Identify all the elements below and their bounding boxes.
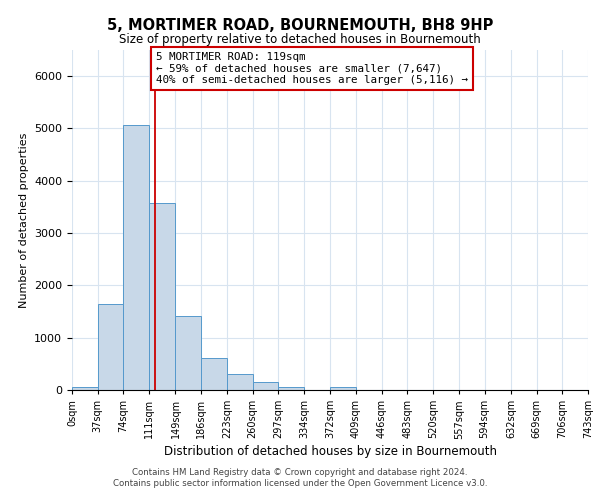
Bar [278, 387, 304, 390]
X-axis label: Distribution of detached houses by size in Bournemouth: Distribution of detached houses by size … [163, 446, 497, 458]
Y-axis label: Number of detached properties: Number of detached properties [19, 132, 29, 308]
Bar [149, 202, 175, 390]
Text: 5 MORTIMER ROAD: 119sqm
← 59% of detached houses are smaller (7,647)
40% of semi: 5 MORTIMER ROAD: 119sqm ← 59% of detache… [156, 52, 468, 85]
Bar [124, 125, 149, 390]
Bar [201, 358, 227, 390]
Text: Contains HM Land Registry data © Crown copyright and database right 2024.
Contai: Contains HM Land Registry data © Crown c… [113, 468, 487, 487]
Bar [175, 316, 201, 390]
Bar [98, 304, 124, 390]
Bar [253, 382, 278, 390]
Text: Size of property relative to detached houses in Bournemouth: Size of property relative to detached ho… [119, 32, 481, 46]
Bar [227, 374, 253, 390]
Bar [331, 388, 356, 390]
Text: 5, MORTIMER ROAD, BOURNEMOUTH, BH8 9HP: 5, MORTIMER ROAD, BOURNEMOUTH, BH8 9HP [107, 18, 493, 32]
Bar [72, 387, 98, 390]
